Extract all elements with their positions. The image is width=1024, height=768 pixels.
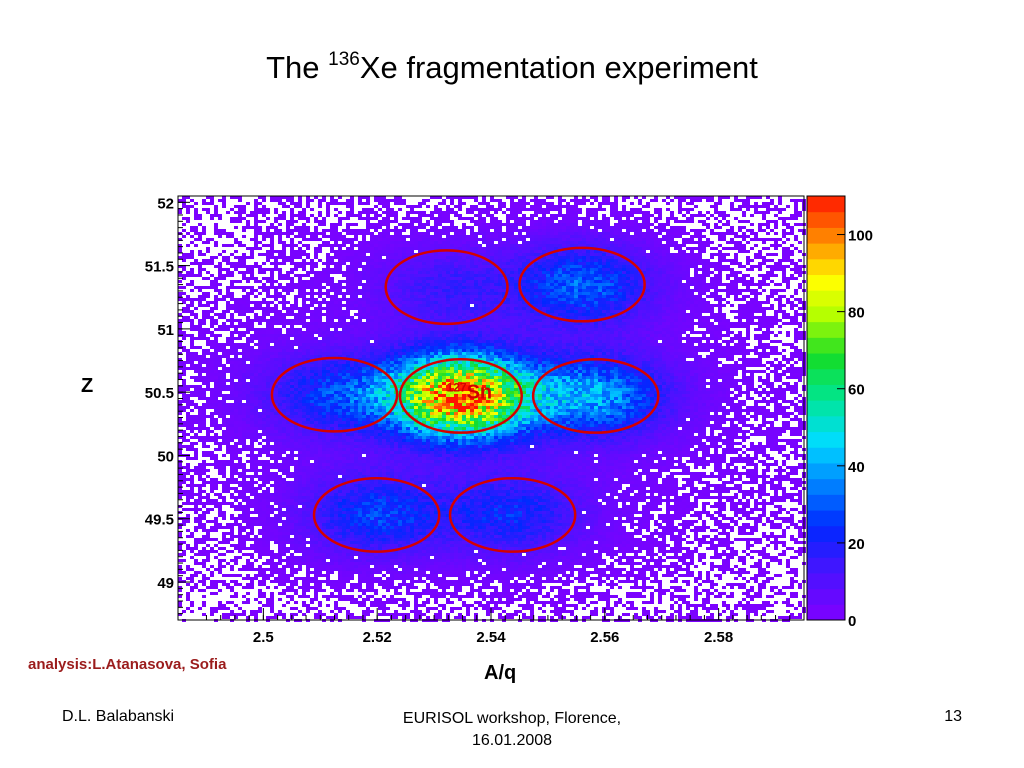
y-axis-label: Z [81, 375, 93, 398]
colorbar-band [807, 353, 845, 369]
colorbar-band [807, 557, 845, 573]
colorbar-tick-label: 80 [848, 305, 865, 322]
colorbar-band [807, 541, 845, 557]
colorbar-band [807, 259, 845, 275]
y-tick-label: 51 [157, 322, 174, 339]
colorbar-band [807, 337, 845, 353]
x-axis-label: A/q [484, 662, 516, 685]
colorbar-band [807, 306, 845, 322]
x-tick-label: 2.56 [590, 629, 619, 646]
colorbar-band [807, 510, 845, 526]
colorbar-band [807, 227, 845, 243]
colorbar [807, 196, 845, 621]
footer-author: D.L. Balabanski [62, 708, 174, 726]
colorbar-band [807, 196, 845, 212]
analysis-credit: analysis:L.Atanasova, Sofia [28, 656, 226, 673]
colorbar-band [807, 447, 845, 463]
footer-event-line2: 16.01.2008 [362, 730, 662, 752]
colorbar-band [807, 243, 845, 259]
colorbar-band [807, 604, 845, 620]
y-tick-label: 52 [157, 195, 174, 212]
footer-event-line1: EURISOL workshop, Florence, [362, 708, 662, 730]
x-tick-label: 2.54 [476, 629, 506, 646]
colorbar-band [807, 290, 845, 306]
isotope-symbol: Sn [467, 382, 493, 404]
colorbar-band [807, 384, 845, 400]
colorbar-band [807, 573, 845, 589]
colorbar-tick-label: 100 [848, 228, 873, 245]
colorbar-band [807, 589, 845, 605]
footer-event: EURISOL workshop, Florence, 16.01.2008 [362, 708, 662, 752]
isotope-mass-number: 127 [447, 381, 467, 395]
x-tick-label: 2.52 [363, 629, 392, 646]
colorbar-band [807, 479, 845, 495]
colorbar-band [807, 212, 845, 228]
y-tick-label: 49 [157, 575, 174, 592]
y-tick-label: 49.5 [145, 512, 174, 529]
footer-page-number: 13 [944, 708, 962, 726]
colorbar-band [807, 400, 845, 416]
colorbar-band [807, 526, 845, 542]
y-tick-label: 50.5 [145, 385, 174, 402]
colorbar-band [807, 494, 845, 510]
y-tick-label: 50 [157, 448, 174, 465]
x-tick-label: 2.58 [704, 629, 733, 646]
colorbar-band [807, 369, 845, 385]
colorbar-band [807, 432, 845, 448]
colorbar-tick-label: 0 [848, 613, 856, 630]
colorbar-tick-label: 20 [848, 536, 865, 553]
colorbar-band [807, 416, 845, 432]
colorbar-band [807, 275, 845, 291]
x-tick-label: 2.5 [253, 629, 274, 646]
colorbar-tick-label: 40 [848, 459, 865, 476]
y-tick-label: 51.5 [145, 259, 174, 276]
colorbar-tick-label: 60 [848, 382, 865, 399]
colorbar-band [807, 322, 845, 338]
